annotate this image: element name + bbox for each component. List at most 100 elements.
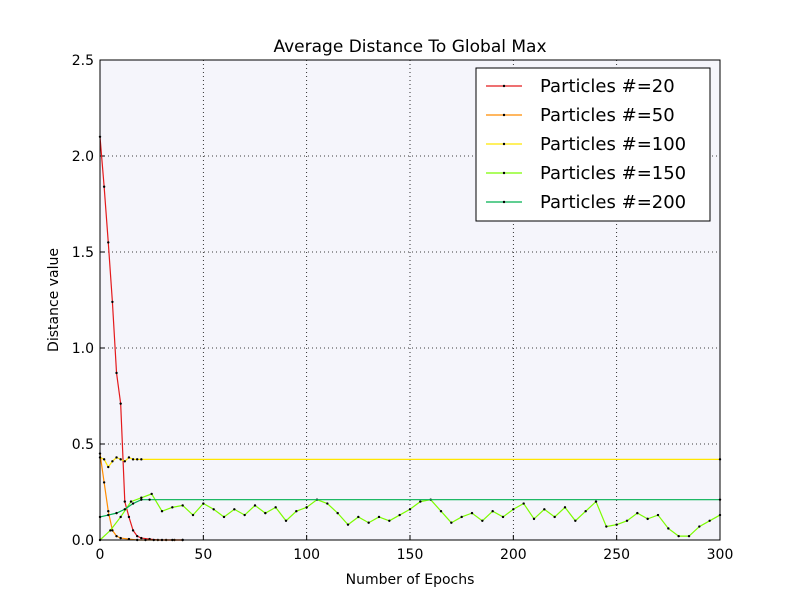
point <box>481 519 484 522</box>
y-tick-label: 0.0 <box>72 533 94 549</box>
x-tick-label: 200 <box>500 547 527 563</box>
legend-marker <box>502 84 506 88</box>
point <box>625 519 629 522</box>
point <box>377 515 381 519</box>
legend-marker <box>502 171 506 175</box>
point <box>605 525 608 528</box>
point <box>243 513 246 517</box>
point <box>574 519 577 522</box>
legend-marker <box>502 142 506 146</box>
x-tick-label: 250 <box>603 547 630 563</box>
point <box>698 525 701 528</box>
legend-marker <box>502 200 506 204</box>
point <box>102 458 106 461</box>
chart-title: Average Distance To Global Max <box>273 37 546 57</box>
x-tick-label: 150 <box>397 547 424 563</box>
point <box>127 515 131 519</box>
x-tick-label: 0 <box>96 547 105 563</box>
point <box>450 521 453 524</box>
point <box>160 510 164 513</box>
point <box>140 536 143 540</box>
point <box>501 515 505 519</box>
point <box>439 510 443 513</box>
point <box>667 527 670 530</box>
point <box>553 515 556 519</box>
point <box>305 506 308 509</box>
x-tick-label: 50 <box>194 547 212 563</box>
point <box>119 402 122 405</box>
point <box>470 511 474 515</box>
point <box>131 458 135 461</box>
legend-label: Particles #=100 <box>540 134 686 155</box>
point <box>131 502 135 505</box>
point <box>115 456 118 459</box>
point <box>388 519 391 522</box>
point <box>111 529 114 532</box>
legend-label: Particles #=20 <box>540 76 675 97</box>
point <box>115 534 118 538</box>
point <box>136 534 139 538</box>
point <box>491 510 494 513</box>
point <box>181 504 184 507</box>
point <box>107 465 110 469</box>
point <box>656 513 660 517</box>
point <box>563 506 567 509</box>
point <box>222 515 226 519</box>
point <box>615 523 618 526</box>
y-tick-label: 0.5 <box>72 437 94 453</box>
point <box>532 517 536 521</box>
point <box>123 500 127 503</box>
point <box>123 508 127 511</box>
point <box>584 510 587 513</box>
point <box>336 511 339 515</box>
point <box>636 511 639 515</box>
point <box>326 502 329 505</box>
point <box>171 506 174 509</box>
point <box>115 371 118 375</box>
point <box>212 508 215 511</box>
point <box>233 508 236 511</box>
point <box>131 529 135 532</box>
y-tick-label: 1.5 <box>72 245 94 261</box>
point <box>357 515 360 519</box>
point <box>367 521 370 524</box>
point <box>129 500 133 503</box>
y-axis-label: Distance value <box>46 248 62 352</box>
legend-marker <box>502 113 506 117</box>
point <box>522 502 525 505</box>
point <box>346 523 350 526</box>
point <box>140 496 143 499</box>
point <box>646 517 649 521</box>
x-tick-label: 300 <box>707 547 734 563</box>
point <box>460 515 463 519</box>
point <box>119 458 122 461</box>
point <box>123 460 127 463</box>
point <box>140 498 143 501</box>
x-tick-label: 100 <box>293 547 320 563</box>
point <box>708 519 711 522</box>
point <box>687 534 691 538</box>
series-line <box>99 499 720 518</box>
point <box>512 508 515 511</box>
legend-label: Particles #=50 <box>540 105 675 126</box>
point <box>594 500 598 503</box>
point <box>111 460 114 463</box>
point <box>148 498 151 501</box>
point <box>119 536 122 540</box>
y-tick-label: 2.0 <box>72 149 94 165</box>
point <box>284 519 288 522</box>
point <box>543 508 546 511</box>
point <box>191 513 195 517</box>
y-tick-label: 2.5 <box>72 53 94 69</box>
point <box>119 515 122 519</box>
point <box>408 508 412 511</box>
point <box>111 300 114 304</box>
point <box>102 481 106 484</box>
legend-label: Particles #=150 <box>540 163 686 184</box>
point <box>115 511 118 515</box>
point <box>419 500 422 503</box>
point <box>295 510 298 513</box>
y-tick-label: 1.0 <box>72 341 94 357</box>
point <box>136 458 139 461</box>
